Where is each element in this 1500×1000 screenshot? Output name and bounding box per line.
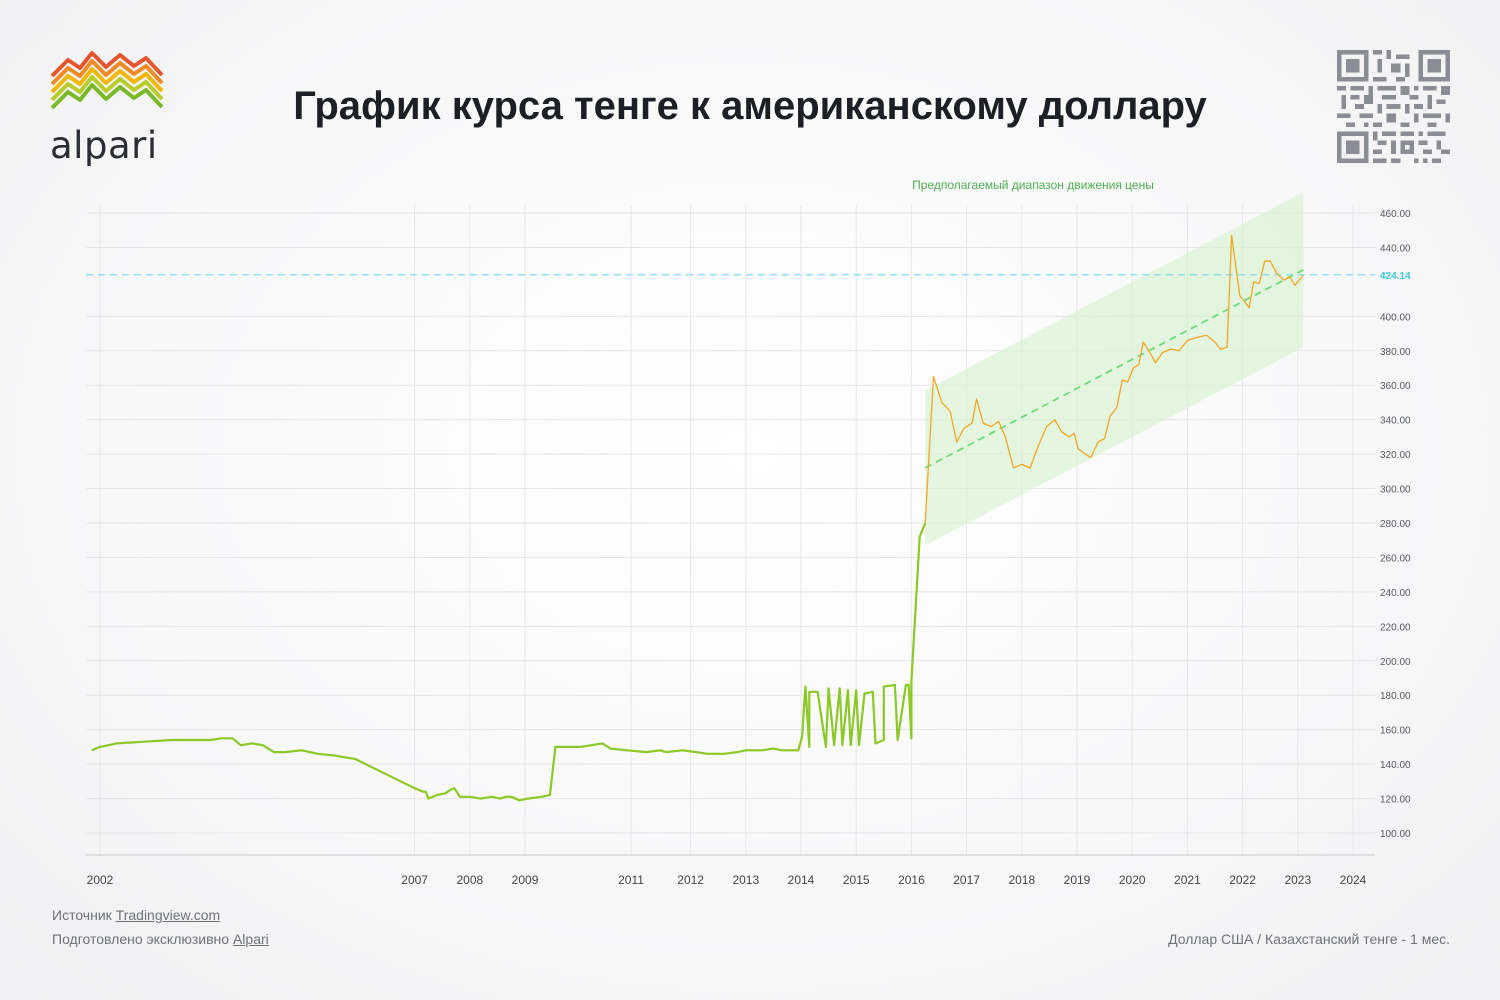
y-tick-label: 240.00 (1380, 588, 1411, 599)
brand-name: alpari (50, 124, 158, 167)
qr-code-icon (1337, 50, 1450, 163)
y-tick-label: 180.00 (1380, 691, 1411, 702)
x-tick-label: 2011 (618, 873, 644, 887)
x-tick-label: 2022 (1229, 873, 1256, 887)
x-tick-label: 2016 (898, 873, 925, 887)
page-title: График курса тенге к американскому долла… (293, 84, 1207, 128)
y-tick-label: 460.00 (1380, 209, 1411, 220)
y-tick-label: 120.00 (1380, 795, 1411, 806)
y-tick-label: 160.00 (1380, 726, 1411, 737)
prepared-label: Подготовлено эксклюзивно (52, 931, 230, 947)
y-tick-label: 200.00 (1380, 657, 1411, 668)
x-tick-label: 2007 (401, 873, 428, 887)
current-price-label: 424.14 (1380, 271, 1411, 282)
y-tick-label: 260.00 (1380, 553, 1411, 564)
price-lines (86, 234, 1375, 802)
prepared-credit: Подготовлено эксклюзивно Alpari (52, 931, 269, 947)
x-tick-label: 2013 (732, 873, 759, 887)
x-tick-label: 2024 (1340, 873, 1367, 887)
y-tick-label: 360.00 (1380, 381, 1411, 392)
channel-annotation: Предполагаемый диапазон движения цены (912, 178, 1154, 192)
source-credit: Источник Tradingview.com (52, 907, 220, 923)
source-link[interactable]: Tradingview.com (115, 907, 221, 923)
mountain-logo-icon (50, 51, 164, 110)
x-tick-label: 2018 (1008, 873, 1035, 887)
x-tick-label: 2019 (1064, 873, 1091, 887)
x-tick-label: 2015 (843, 873, 870, 887)
x-tick-label: 2023 (1284, 873, 1311, 887)
y-tick-label: 140.00 (1380, 760, 1411, 771)
y-tick-label: 300.00 (1380, 485, 1411, 496)
y-tick-label: 440.00 (1380, 243, 1411, 254)
forecast-series-line (924, 234, 1304, 524)
y-tick-label: 340.00 (1380, 416, 1411, 427)
y-tick-label: 380.00 (1380, 347, 1411, 358)
forecast-channel-area (925, 192, 1304, 546)
y-tick-label: 280.00 (1380, 519, 1411, 530)
x-tick-label: 2008 (456, 873, 483, 887)
instrument-label: Доллар США / Казахстанский тенге - 1 мес… (1168, 931, 1450, 947)
x-tick-label: 2009 (512, 873, 539, 887)
alpari-logo: alpari (50, 48, 165, 173)
y-tick-label: 220.00 (1380, 622, 1411, 633)
x-tick-label: 2002 (87, 873, 114, 887)
x-tick-label: 2012 (677, 873, 704, 887)
x-tick-label: 2017 (953, 873, 980, 887)
source-label: Источник (52, 907, 112, 923)
alpari-link[interactable]: Alpari (232, 931, 269, 947)
y-tick-label: 100.00 (1380, 829, 1411, 840)
x-tick-label: 2020 (1119, 873, 1146, 887)
history-series-line (91, 522, 927, 802)
y-tick-label: 400.00 (1380, 312, 1411, 323)
axis-labels: 100.00 120.00 140.00 160.00 180.00 200.00 220.… (87, 178, 1411, 887)
forecast-channel (925, 192, 1304, 546)
y-tick-label: 320.00 (1380, 450, 1411, 461)
x-tick-label: 2014 (788, 873, 815, 887)
chart-grid (86, 205, 1375, 856)
x-tick-label: 2021 (1174, 873, 1201, 887)
